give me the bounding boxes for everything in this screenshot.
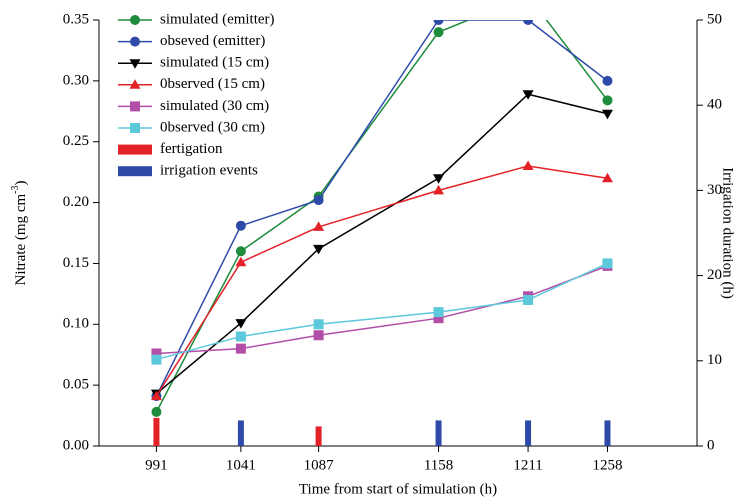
y2-tick-label: 10 <box>707 352 722 368</box>
legend-label: simulated (30 cm) <box>160 98 269 114</box>
data-point <box>523 0 533 1</box>
y2-tick-label: 50 <box>707 11 722 27</box>
y-axis-label: Nitrate (mg cm-3) <box>10 181 29 286</box>
y-tick-label: 0.25 <box>63 133 89 149</box>
bar <box>604 420 611 446</box>
data-point <box>433 174 445 184</box>
data-point <box>313 195 324 206</box>
y-tick-label: 0.05 <box>63 377 89 393</box>
legend-label: fertigation <box>160 141 223 157</box>
series-line <box>156 262 608 361</box>
data-point <box>601 172 613 183</box>
data-point <box>602 95 613 106</box>
x-tick-label: 1158 <box>424 457 453 473</box>
data-point <box>602 75 613 86</box>
series-line <box>156 265 608 355</box>
y-tick-label: 0.35 <box>63 11 89 27</box>
data-point <box>151 348 162 359</box>
data-point <box>313 330 324 341</box>
series-line <box>155 93 608 395</box>
data-point <box>235 343 246 354</box>
bar <box>525 420 532 446</box>
data-point <box>235 331 246 342</box>
data-point <box>313 244 325 255</box>
y-tick-label: 0.15 <box>63 255 89 271</box>
y-label-tail: ) <box>13 181 29 186</box>
legend-marker <box>130 15 140 25</box>
series-line <box>155 20 608 397</box>
legend-swatch <box>118 166 152 177</box>
y-tick-label: 0.20 <box>63 194 89 210</box>
bar <box>435 420 442 446</box>
legend-label: obseved (emitter) <box>160 33 265 49</box>
bar <box>315 426 322 446</box>
x-tick-label: 991 <box>145 457 168 473</box>
series-line <box>155 165 608 397</box>
data-point <box>235 220 246 231</box>
data-point <box>151 354 162 365</box>
data-point <box>313 221 325 231</box>
data-point <box>235 246 246 257</box>
legend-marker <box>129 59 141 69</box>
legend-marker <box>130 101 140 112</box>
data-point <box>151 406 162 417</box>
data-point <box>433 27 444 38</box>
y2-axis-label: Irrigation duration (h) <box>720 167 736 299</box>
y-tick-label: 0.30 <box>63 72 89 88</box>
data-point <box>602 258 613 269</box>
x-tick-label: 1087 <box>304 457 335 473</box>
y2-tick-label: 20 <box>707 267 722 283</box>
x-tick-label: 1041 <box>226 457 256 473</box>
x-tick-label: 1211 <box>513 457 542 473</box>
y2-tick-label: 0 <box>707 437 715 453</box>
y2-tick-label: 30 <box>707 182 722 198</box>
legend-label: 0bserved (15 cm) <box>160 76 265 92</box>
legend-label: irrigation events <box>160 163 258 179</box>
legend-marker <box>129 79 141 89</box>
x-axis-label: Time from start of simulation (h) <box>299 481 497 497</box>
legend-swatch <box>118 144 152 155</box>
bar <box>237 420 244 446</box>
series-line <box>155 20 609 413</box>
data-point <box>523 20 534 25</box>
data-point <box>235 256 247 267</box>
y-tick-label: 0.10 <box>63 316 89 332</box>
legend-label: simulated (emitter) <box>160 11 275 27</box>
y-label-text: Nitrate (mg cm <box>13 194 29 286</box>
y-tick-label: 0.00 <box>63 437 89 453</box>
x-tick-label: 1258 <box>592 457 622 473</box>
plot-area <box>150 0 613 446</box>
data-point <box>313 319 324 330</box>
data-point <box>433 184 445 195</box>
data-point <box>523 294 534 305</box>
y-label-sup: -3 <box>10 186 21 194</box>
data-point <box>150 390 162 401</box>
y2-tick-label: 40 <box>707 97 722 113</box>
legend-marker <box>130 36 140 47</box>
legend-marker <box>130 123 140 133</box>
data-point <box>433 307 444 318</box>
data-point <box>235 319 247 329</box>
bar <box>153 417 160 446</box>
data-point <box>522 90 534 100</box>
legend-label: 0bserved (30 cm) <box>160 119 265 135</box>
data-point <box>433 313 444 324</box>
data-point <box>601 109 613 120</box>
data-point <box>522 160 534 171</box>
legend-label: simulated (15 cm) <box>160 55 269 71</box>
data-point <box>433 20 444 25</box>
